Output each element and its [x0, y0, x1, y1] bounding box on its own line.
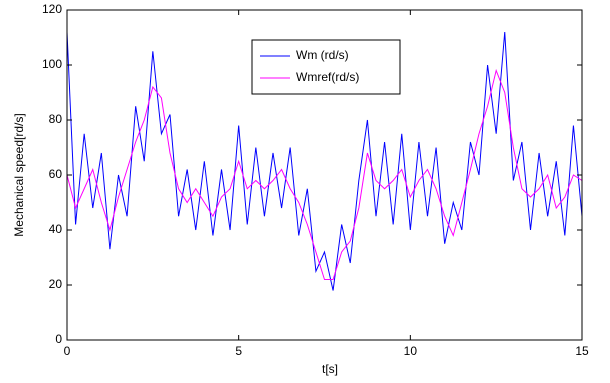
- y-tick-label: 0: [55, 332, 62, 346]
- series-line: [66, 68, 583, 280]
- legend-label: Wm (rd/s): [296, 48, 349, 62]
- y-tick-label: 100: [42, 57, 62, 71]
- y-tick-label: 120: [42, 2, 62, 16]
- y-tick-label: 80: [49, 112, 63, 126]
- x-tick-label: 0: [64, 344, 71, 358]
- y-axis-label: Mechanical speed[rd/s]: [12, 113, 26, 236]
- x-tick-label: 10: [404, 344, 418, 358]
- legend-box: [251, 39, 401, 95]
- legend-label: Wmref(rd/s): [296, 70, 359, 84]
- y-tick-label: 60: [49, 167, 63, 181]
- x-tick-label: 15: [575, 344, 589, 358]
- x-axis-label: t[s]: [322, 362, 338, 376]
- y-tick-label: 20: [49, 277, 63, 291]
- x-tick-label: 5: [235, 344, 242, 358]
- y-tick-label: 40: [49, 222, 63, 236]
- series-line: [66, 31, 583, 291]
